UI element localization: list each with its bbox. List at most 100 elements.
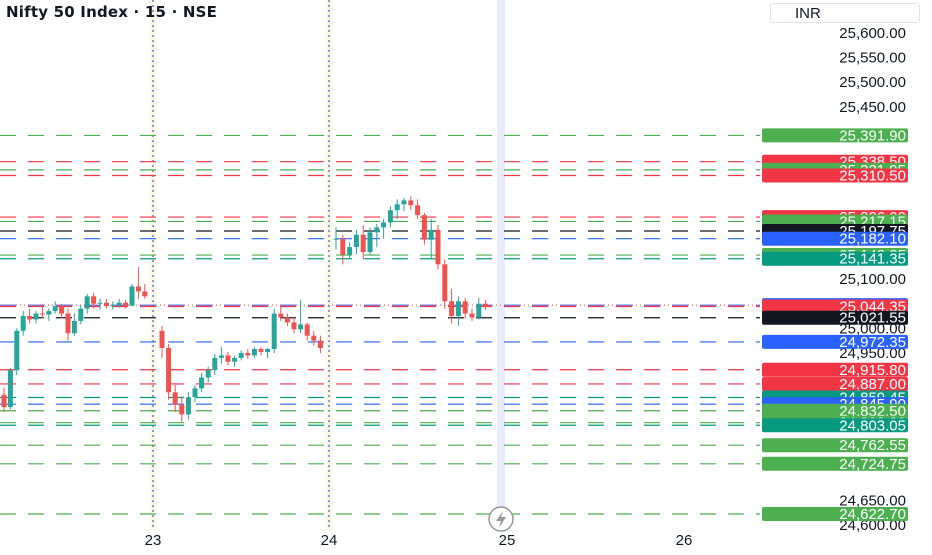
level-label: 24,724.75 — [839, 456, 906, 473]
candle-body — [381, 222, 387, 228]
y-tick-label: 25,550.00 — [839, 50, 906, 67]
chart-title: Nifty 50 Index · 15 · NSE — [6, 3, 218, 21]
candle-body — [192, 388, 198, 398]
level-label-bg — [762, 362, 908, 377]
candle-body — [52, 306, 58, 312]
candle-body — [199, 377, 205, 389]
x-tick-label: 25 — [499, 532, 516, 549]
level-label: 25,141.35 — [839, 251, 906, 268]
candle-body — [205, 370, 211, 378]
candle-body — [367, 232, 373, 253]
level-label: 24,915.80 — [839, 362, 906, 379]
candle-body — [311, 335, 317, 341]
candle-body — [415, 205, 421, 216]
candle-body — [46, 311, 52, 315]
candle-body — [129, 286, 135, 306]
candle-body — [97, 302, 103, 304]
y-tick-label: 25,600.00 — [839, 25, 906, 42]
level-label: 25,182.10 — [839, 231, 906, 248]
candle-body — [78, 308, 84, 321]
candle-body — [483, 303, 489, 307]
candle-body — [172, 392, 178, 405]
candle-body — [347, 247, 353, 255]
level-label: 24,832.50 — [839, 403, 906, 420]
y-tick-label: 24,600.00 — [839, 517, 906, 534]
candle-body — [238, 352, 244, 358]
level-label-bg — [762, 310, 908, 325]
candle-body — [258, 348, 264, 352]
candle-body — [135, 286, 141, 292]
time-highlight — [497, 0, 505, 530]
candle-body — [408, 200, 414, 206]
candle-body — [374, 227, 380, 233]
level-label-bg — [762, 507, 908, 522]
candle-body — [123, 302, 129, 306]
candle-body — [462, 301, 468, 314]
candle-body — [232, 357, 238, 362]
level-label-bg — [762, 128, 908, 143]
candle-body — [333, 238, 339, 240]
candle-body — [455, 301, 461, 317]
candle-body — [353, 234, 359, 248]
level-label: 24,972.35 — [839, 334, 906, 351]
candle-body — [218, 355, 224, 358]
candle-body — [394, 204, 400, 211]
candle-body — [271, 313, 277, 349]
candle-body — [449, 301, 455, 317]
candle-body — [116, 302, 122, 305]
candle-body — [110, 304, 116, 307]
candle-body — [387, 210, 393, 223]
candle-body — [142, 291, 148, 297]
level-label: 24,622.70 — [839, 506, 906, 523]
candle-body — [91, 296, 97, 304]
chart-overlay — [488, 506, 514, 532]
candle-body — [39, 313, 45, 315]
y-tick-label: 24,650.00 — [839, 493, 906, 510]
level-label-bg — [762, 418, 908, 433]
lightning-icon[interactable] — [488, 506, 514, 532]
candle-body — [166, 348, 172, 393]
level-label-bg — [762, 251, 908, 266]
x-tick-label: 24 — [321, 532, 338, 549]
candle-body — [212, 357, 218, 371]
level-label: 25,021.55 — [839, 310, 906, 327]
candle-body — [159, 330, 165, 349]
candle-body — [265, 348, 271, 352]
candle-body — [360, 234, 366, 253]
candle-body — [1, 394, 7, 408]
candle-body — [317, 340, 323, 349]
candle-body — [245, 352, 251, 356]
level-label-bg — [762, 438, 908, 453]
candle-body — [428, 229, 434, 240]
candle-body — [103, 302, 109, 307]
level-lines — [0, 134, 760, 515]
level-label: 24,803.05 — [839, 417, 906, 434]
level-label: 25,391.90 — [839, 127, 906, 144]
candle-body — [278, 313, 284, 318]
candle-body — [225, 355, 231, 362]
candle-body — [291, 322, 297, 330]
candle-body — [442, 264, 448, 302]
candle-body — [476, 303, 482, 318]
candle-body — [59, 306, 65, 314]
candle-body — [251, 348, 257, 356]
session-markers — [150, 0, 505, 530]
y-tick-label: 25,100.00 — [839, 271, 906, 288]
candle-body — [71, 320, 77, 334]
y-tick-label: 25,500.00 — [839, 74, 906, 91]
candle-body — [469, 313, 475, 318]
level-label-bg — [762, 168, 908, 183]
candle-body — [20, 316, 26, 331]
level-label-bg — [762, 376, 908, 391]
candle-body — [304, 324, 310, 336]
candle-body — [421, 215, 427, 240]
candle-body — [27, 316, 33, 320]
candle-body — [33, 313, 39, 320]
level-label: 25,310.50 — [839, 167, 906, 184]
candle-body — [298, 324, 304, 330]
candle-body — [84, 296, 90, 309]
currency-selector[interactable]: INR — [770, 3, 920, 23]
x-tick-label: 26 — [676, 532, 693, 549]
